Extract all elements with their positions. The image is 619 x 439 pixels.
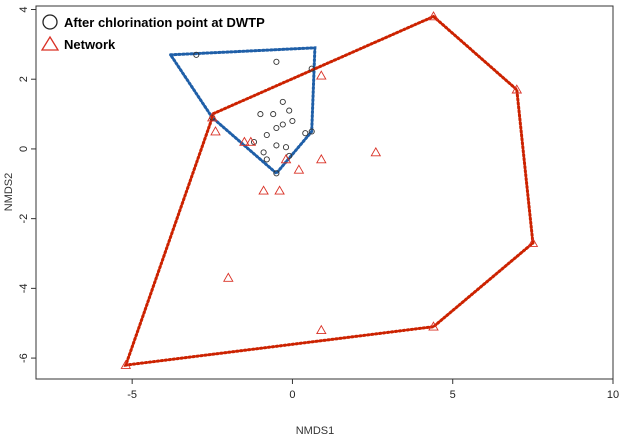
point-circle-5	[279, 98, 286, 105]
y-axis: -6 -4 -2 0 2 4	[18, 6, 36, 363]
point-circle-10	[263, 131, 270, 139]
y-tick-label: 0	[18, 146, 30, 152]
point-circle-2	[308, 65, 315, 72]
point-circle-15	[260, 149, 267, 156]
point-circle-6	[286, 107, 293, 114]
point-circle-20	[250, 138, 258, 146]
point-circle-18	[273, 170, 280, 177]
point-triangle-2	[527, 237, 539, 247]
point-circle-8	[279, 121, 286, 128]
point-circle-7	[289, 117, 296, 125]
point-triangle-0	[428, 11, 439, 21]
x-tick-label: 10	[607, 389, 619, 401]
legend-label-chlorination: After chlorination point at DWTP	[64, 15, 265, 30]
point-circle-12	[308, 128, 315, 135]
y-tick-label: -4	[18, 284, 30, 294]
point-triangle-14	[258, 185, 269, 195]
hull-series-0	[167, 46, 317, 176]
x-tick-label: -5	[127, 389, 137, 401]
hull-series-1	[123, 14, 535, 367]
point-triangle-4	[120, 359, 132, 369]
point-circle-16	[263, 156, 270, 163]
plot-frame	[35, 5, 614, 380]
legend-circle-marker	[42, 14, 58, 30]
point-triangle-17	[316, 324, 327, 335]
y-axis-title: NMDS2	[3, 173, 15, 212]
point-circle-3	[257, 111, 264, 118]
y-tick-label: -2	[18, 214, 30, 224]
point-circle-1	[273, 58, 280, 65]
point-triangle-1	[511, 84, 523, 94]
point-triangle-16	[223, 272, 234, 282]
point-circle-9	[273, 124, 280, 132]
point-circle-0	[193, 51, 200, 58]
point-triangle-3	[428, 321, 439, 331]
point-triangle-8	[245, 136, 257, 146]
x-axis-title: NMDS1	[296, 425, 335, 437]
point-triangle-10	[316, 153, 327, 164]
x-axis: -5 0 5 10	[127, 379, 619, 401]
point-circle-14	[282, 144, 290, 151]
legend-label-network: Network	[64, 37, 116, 52]
point-triangle-6	[210, 126, 221, 136]
point-circle-13	[273, 142, 280, 149]
x-tick-label: 5	[450, 389, 456, 401]
point-triangle-7	[239, 136, 250, 146]
y-tick-label: -6	[18, 353, 30, 363]
y-tick-label: 4	[18, 6, 30, 12]
point-circle-4	[270, 111, 277, 118]
legend-triangle-marker	[40, 35, 60, 51]
point-circle-11	[302, 130, 309, 137]
point-triangle-5	[207, 112, 218, 122]
y-tick-label: 2	[18, 76, 30, 82]
point-triangle-9	[316, 70, 327, 80]
hull-layer	[123, 14, 535, 367]
legend: After chlorination point at DWTP Network	[40, 14, 265, 52]
point-triangle-12	[293, 164, 305, 174]
x-tick-label: 0	[289, 389, 295, 401]
point-triangle-15	[274, 185, 285, 195]
point-triangle-13	[280, 153, 292, 164]
point-triangle-11	[370, 146, 382, 157]
points-layer	[120, 11, 539, 369]
